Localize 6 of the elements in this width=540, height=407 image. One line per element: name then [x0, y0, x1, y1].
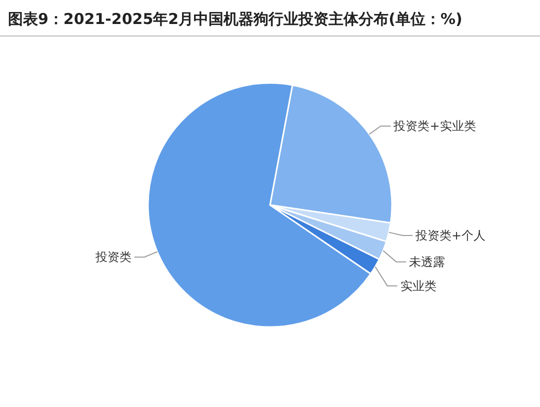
slice-label: 投资类+实业类	[392, 119, 476, 134]
slice-label: 投资类	[94, 250, 132, 264]
slice-label: 实业类	[400, 278, 436, 293]
slice-label: 投资类+个人	[414, 228, 486, 242]
chart-title: 图表9：2021-2025年2月中国机器狗行业投资主体分布(单位：%)	[8, 10, 462, 28]
slice-label: 未透露	[409, 254, 446, 269]
